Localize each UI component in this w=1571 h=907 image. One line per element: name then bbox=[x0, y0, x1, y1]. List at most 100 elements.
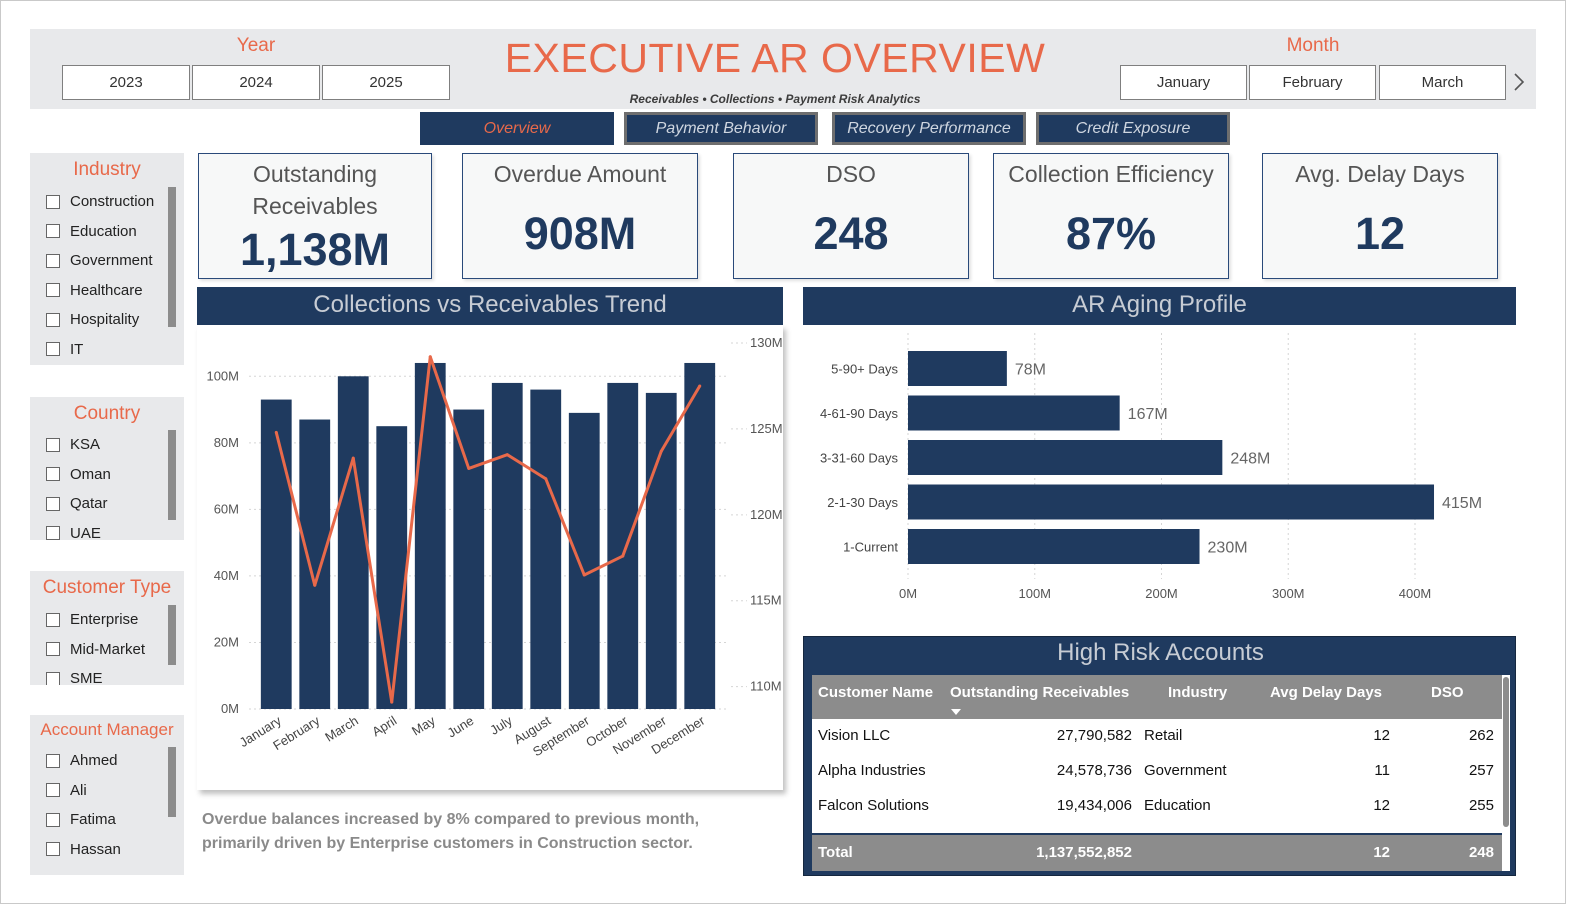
customer-type-scrollbar[interactable] bbox=[168, 605, 176, 665]
checkbox-icon[interactable] bbox=[46, 283, 60, 298]
table-scrollbar[interactable] bbox=[1502, 675, 1510, 871]
slicer-item[interactable]: SME bbox=[46, 664, 162, 685]
col-customer-name[interactable]: Customer Name bbox=[818, 684, 934, 701]
left-axis-tick: 0M bbox=[221, 701, 239, 716]
checkbox-icon[interactable] bbox=[46, 194, 60, 209]
bar[interactable] bbox=[908, 484, 1435, 520]
checkbox-icon[interactable] bbox=[46, 783, 60, 798]
kpi-label: Collection Efficiency bbox=[1008, 161, 1214, 187]
checkbox-icon[interactable] bbox=[46, 612, 60, 627]
slicer-item[interactable]: Oman bbox=[46, 460, 162, 490]
slicer-item[interactable]: UAE bbox=[46, 519, 162, 540]
slicer-item[interactable]: Government bbox=[46, 246, 162, 276]
checkbox-icon[interactable] bbox=[46, 812, 60, 827]
table-row[interactable]: Falcon Solutions 19,434,006 Education 12… bbox=[818, 797, 1494, 814]
checkbox-icon[interactable] bbox=[46, 642, 60, 657]
table-row[interactable]: Vision LLC 27,790,582 Retail 12 262 bbox=[818, 727, 1494, 744]
industry-scrollbar[interactable] bbox=[168, 187, 176, 327]
line-point[interactable] bbox=[659, 449, 663, 453]
checkbox-icon[interactable] bbox=[46, 671, 60, 685]
bar[interactable] bbox=[299, 419, 331, 709]
line-point[interactable] bbox=[505, 453, 509, 457]
kpi-dso: DSO 248 bbox=[733, 153, 969, 279]
x-axis-tick: 300M bbox=[1272, 586, 1305, 601]
checkbox-icon[interactable] bbox=[46, 437, 60, 452]
slicer-item[interactable]: IT bbox=[46, 335, 162, 365]
tab-overview[interactable]: Overview bbox=[420, 112, 614, 145]
line-point[interactable] bbox=[274, 430, 278, 434]
slicer-item[interactable]: Education bbox=[46, 217, 162, 247]
bar[interactable] bbox=[414, 362, 446, 709]
slicer-item[interactable]: Healthcare bbox=[46, 276, 162, 306]
tab-credit-exposure[interactable]: Credit Exposure bbox=[1036, 112, 1230, 145]
account-manager-scrollbar[interactable] bbox=[168, 747, 176, 817]
year-2024-button[interactable]: 2024 bbox=[192, 65, 320, 100]
year-2023-button[interactable]: 2023 bbox=[62, 65, 190, 100]
country-slicer: Country KSA Oman Qatar UAE bbox=[30, 397, 184, 540]
bar[interactable] bbox=[908, 529, 1200, 564]
bar[interactable] bbox=[337, 376, 369, 709]
line-point[interactable] bbox=[428, 355, 432, 359]
line-point[interactable] bbox=[698, 384, 702, 388]
bar[interactable] bbox=[453, 409, 485, 709]
slicer-item[interactable]: Fatima bbox=[46, 805, 162, 835]
line-point[interactable] bbox=[544, 477, 548, 481]
checkbox-icon[interactable] bbox=[46, 342, 60, 357]
bar[interactable] bbox=[645, 392, 677, 709]
table-scrollbar-thumb[interactable] bbox=[1503, 677, 1509, 827]
country-scrollbar[interactable] bbox=[168, 430, 176, 520]
bar[interactable] bbox=[376, 426, 408, 709]
bar[interactable] bbox=[908, 440, 1223, 475]
y-axis-tick: 4-61-90 Days bbox=[820, 406, 899, 421]
bar[interactable] bbox=[530, 389, 562, 709]
checkbox-icon[interactable] bbox=[46, 842, 60, 857]
slicer-item[interactable]: Enterprise bbox=[46, 605, 162, 635]
series-line[interactable] bbox=[274, 355, 702, 704]
month-march-button[interactable]: March bbox=[1379, 65, 1506, 100]
checkbox-icon[interactable] bbox=[46, 312, 60, 327]
slicer-item[interactable]: Hassan bbox=[46, 835, 162, 865]
checkbox-icon[interactable] bbox=[46, 753, 60, 768]
chevron-right-icon[interactable] bbox=[1512, 70, 1530, 96]
tab-payment-behavior[interactable]: Payment Behavior bbox=[624, 112, 818, 145]
col-outstanding-receivables[interactable]: Outstanding Receivables bbox=[950, 684, 1130, 701]
aging-chart-title: AR Aging Profile bbox=[803, 287, 1516, 325]
line-point[interactable] bbox=[467, 466, 471, 470]
checkbox-icon[interactable] bbox=[46, 224, 60, 239]
line-point[interactable] bbox=[351, 456, 355, 460]
slicer-item[interactable]: Mid-Market bbox=[46, 635, 162, 665]
table-row[interactable]: Alpha Industries 24,578,736 Government 1… bbox=[818, 762, 1494, 779]
bar[interactable] bbox=[684, 362, 716, 709]
col-dso[interactable]: DSO bbox=[1431, 684, 1464, 701]
slicer-item[interactable]: Ali bbox=[46, 776, 162, 806]
checkbox-icon[interactable] bbox=[46, 496, 60, 511]
col-industry[interactable]: Industry bbox=[1168, 684, 1228, 701]
bar[interactable] bbox=[491, 382, 523, 709]
slicer-item[interactable]: KSA bbox=[46, 430, 162, 460]
line-point[interactable] bbox=[313, 583, 317, 587]
bar[interactable] bbox=[908, 351, 1007, 386]
checkbox-icon[interactable] bbox=[46, 253, 60, 268]
col-avg-delay-days[interactable]: Avg Delay Days bbox=[1270, 684, 1383, 701]
slicer-item[interactable]: Ahmed bbox=[46, 746, 162, 776]
line-point[interactable] bbox=[621, 554, 625, 558]
month-january-button[interactable]: January bbox=[1120, 65, 1247, 100]
slicer-item[interactable]: Hospitality bbox=[46, 305, 162, 335]
year-2025-button[interactable]: 2025 bbox=[322, 65, 450, 100]
kpi-label: DSO bbox=[826, 161, 876, 187]
bar[interactable] bbox=[607, 382, 639, 709]
checkbox-icon[interactable] bbox=[46, 526, 60, 540]
slicer-item[interactable]: Construction bbox=[46, 187, 162, 217]
month-february-button[interactable]: February bbox=[1249, 65, 1376, 100]
line-point[interactable] bbox=[582, 573, 586, 577]
slicer-item[interactable]: Qatar bbox=[46, 489, 162, 519]
bar[interactable] bbox=[260, 399, 292, 709]
data-label: 415M bbox=[1442, 495, 1482, 512]
bar[interactable] bbox=[568, 412, 600, 709]
aging-chart-svg: 0M 100M 200M 300M 400M 5-90+ Days 78M 4-61-90 D… bbox=[820, 333, 1482, 601]
industry-slicer-title: Industry bbox=[73, 159, 141, 180]
line-point[interactable] bbox=[390, 700, 394, 704]
bar[interactable] bbox=[908, 395, 1120, 431]
tab-recovery-performance[interactable]: Recovery Performance bbox=[832, 112, 1026, 145]
checkbox-icon[interactable] bbox=[46, 467, 60, 482]
